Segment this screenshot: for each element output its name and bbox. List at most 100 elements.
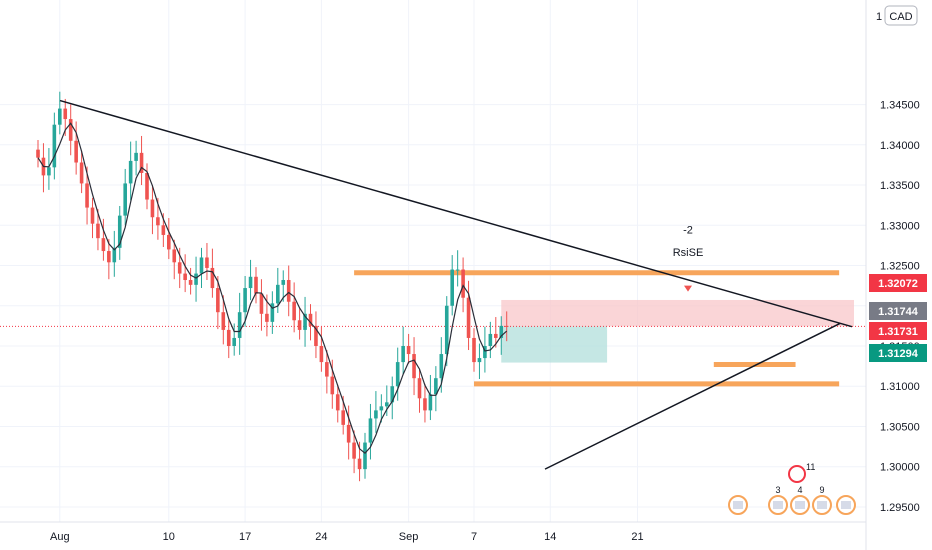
candle-body (270, 303, 275, 322)
candle-body (417, 378, 422, 399)
candle-body (439, 354, 444, 379)
candle-body (47, 167, 51, 176)
candle-body (483, 346, 487, 359)
economic-calendar-markers[interactable]: 3 4 9 11 (728, 462, 856, 515)
price-tick: 1.31000 (880, 381, 920, 393)
flag-stripes (773, 501, 783, 509)
candle-body (499, 325, 504, 338)
candle-body (188, 280, 193, 285)
candle-body (96, 223, 100, 239)
price-label-box (869, 344, 927, 362)
time-tick: Aug (50, 531, 70, 543)
price-label-text: 1.31294 (878, 348, 919, 360)
candle-body (85, 183, 89, 208)
candle-body (183, 273, 187, 281)
candle-body (395, 362, 400, 387)
candle-body (494, 333, 498, 338)
candle-body (172, 249, 177, 263)
candle-body (466, 297, 471, 338)
candle-body (401, 346, 405, 363)
flag-stripes (817, 501, 827, 509)
flag-stripes (795, 501, 805, 509)
candle-body (292, 301, 296, 321)
candle-body (194, 273, 198, 285)
candle-body (123, 183, 127, 216)
candle-body (199, 257, 204, 274)
candle-body (379, 406, 384, 411)
event-count: 3 (775, 485, 780, 495)
candle-body (226, 329, 231, 346)
candle-body (259, 293, 264, 314)
price-tick: 1.30000 (880, 462, 920, 474)
candle-body (488, 333, 493, 346)
candle-body (281, 280, 286, 285)
flag-stripes (841, 501, 851, 509)
candle-body (232, 337, 236, 346)
candle-body (243, 288, 247, 313)
support-resistance-lines[interactable] (354, 270, 840, 387)
candle-body (303, 313, 307, 330)
ascending-trendline[interactable] (544, 322, 841, 470)
price-tick: 1.29500 (880, 502, 920, 514)
candle-body (325, 362, 329, 377)
candle-body (444, 305, 449, 355)
signal-value-label: -2 (683, 224, 693, 236)
canada-flag-icon[interactable] (788, 465, 806, 483)
currency-label[interactable]: 1 CAD (876, 5, 918, 26)
candle-body (363, 442, 367, 470)
time-tick: Sep (399, 531, 419, 543)
candle-body (254, 276, 258, 294)
candle-body (265, 313, 269, 322)
candle-body (221, 312, 226, 330)
time-tick: 17 (239, 531, 251, 543)
candle-body (150, 199, 155, 218)
price-tick: 1.33000 (880, 220, 920, 232)
candle-body (145, 172, 149, 200)
candle-body (52, 124, 57, 168)
moving-average-line (37, 122, 508, 455)
candle-body (412, 354, 416, 379)
sell-arrow (684, 285, 692, 292)
candle-body (112, 247, 117, 263)
time-tick: 24 (315, 531, 327, 543)
candle-body (134, 152, 138, 161)
price-label-text: 1.31731 (878, 326, 918, 338)
price-tick: 1.30500 (880, 421, 920, 433)
candle-body (346, 424, 351, 443)
time-tick: 7 (471, 531, 477, 543)
candle-body (90, 207, 95, 224)
price-tick: 1.34000 (880, 140, 920, 152)
candle-body (357, 458, 362, 470)
candle-body (276, 284, 280, 304)
price-tick: 1.33500 (880, 180, 920, 192)
candle-body (128, 160, 133, 184)
signal-arrows (684, 285, 692, 292)
signal-name-label: RsiSE (673, 247, 704, 259)
candle-body (385, 402, 389, 407)
candle-body (167, 234, 171, 250)
descending-trendline[interactable] (59, 99, 853, 328)
take-profit-zone[interactable] (501, 326, 608, 363)
candle-body (368, 418, 373, 443)
price-label-box (869, 274, 927, 292)
stop-loss-zone[interactable] (501, 299, 854, 327)
candle-body (117, 215, 122, 248)
price-label-box (869, 302, 927, 320)
candle-body (461, 269, 465, 298)
candle-body (352, 442, 356, 459)
candle-body (335, 394, 340, 411)
candle-body (286, 280, 291, 302)
currency-prefix: 1 (876, 11, 882, 23)
candle-body (68, 119, 73, 141)
time-tick: 21 (631, 531, 643, 543)
event-count: 4 (797, 485, 802, 495)
candle-body (161, 225, 166, 235)
currency-code: CAD (889, 11, 912, 23)
price-label-text: 1.31744 (878, 306, 919, 318)
price-labels: 1.32072 1.31744 1.31731 1.31294 (869, 274, 927, 362)
time-axis-ticks: Aug 10 17 24 Sep 7 14 21 (50, 531, 644, 543)
candle-body (406, 346, 411, 355)
candle-body (319, 346, 324, 363)
candle-body (423, 398, 427, 411)
